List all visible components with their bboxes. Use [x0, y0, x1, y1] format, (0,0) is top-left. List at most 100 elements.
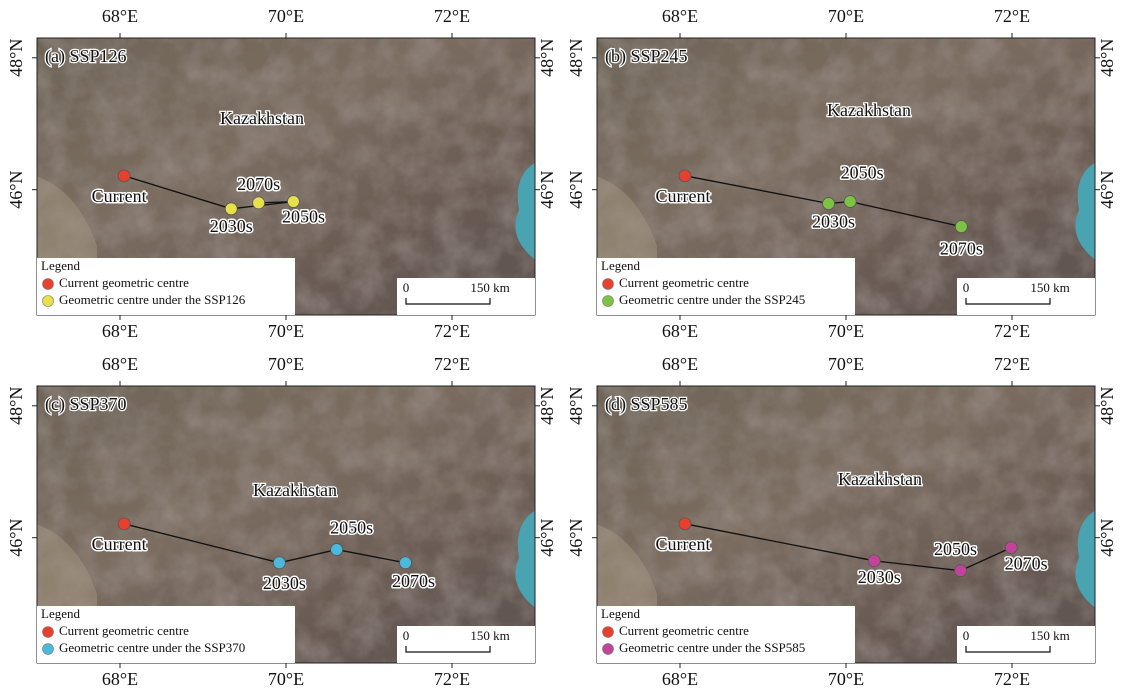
scale-end: 150 km [1030, 628, 1069, 643]
point-label: 2050s [934, 539, 977, 559]
scale-end: 150 km [470, 280, 509, 295]
point-label: 2030s [812, 212, 855, 232]
x-tick-label: 70°E [268, 669, 304, 689]
x-tick-label: 72°E [434, 321, 470, 341]
legend-title: Legend [41, 606, 80, 621]
x-tick-label: 70°E [828, 669, 864, 689]
legend-label: Current geometric centre [619, 275, 749, 290]
centre-point [955, 221, 967, 233]
centre-point [1005, 542, 1017, 554]
legend-label: Current geometric centre [619, 623, 749, 638]
scale-start: 0 [963, 628, 970, 643]
x-tick-label: 70°E [268, 354, 304, 374]
panel-title: (b) SSP245 [605, 46, 688, 67]
legend-label: Current geometric centre [59, 623, 189, 638]
legend-title: Legend [41, 258, 80, 273]
point-label: 2050s [841, 163, 884, 183]
legend-title: Legend [601, 606, 640, 621]
x-tick-label: 68°E [662, 321, 698, 341]
x-tick-label: 70°E [268, 6, 304, 26]
point-label: 2070s [940, 239, 983, 259]
y-tick-label: 46°N [537, 519, 557, 557]
centre-point [331, 544, 343, 556]
country-label: Kazakhstan [253, 480, 337, 500]
point-label: 2050s [330, 518, 373, 538]
legend-marker [43, 644, 54, 655]
x-tick-label: 68°E [662, 354, 698, 374]
legend-title: Legend [601, 258, 640, 273]
scale-end: 150 km [1030, 280, 1069, 295]
y-tick-label: 48°N [566, 39, 586, 77]
y-tick-label: 48°N [566, 387, 586, 425]
centre-point [823, 198, 835, 210]
point-label: 2030s [263, 573, 306, 593]
x-tick-label: 72°E [994, 354, 1030, 374]
legend-marker [43, 296, 54, 307]
scale-box [957, 626, 1095, 663]
y-tick-label: 48°N [1097, 39, 1117, 77]
legend-marker [603, 279, 614, 290]
point-label: 2070s [392, 571, 435, 591]
point-label: 2030s [858, 567, 901, 587]
scale-end: 150 km [470, 628, 509, 643]
point-label: Current [655, 186, 710, 206]
y-tick-label: 46°N [1097, 171, 1117, 209]
x-tick-label: 68°E [662, 669, 698, 689]
panel-title: (a) SSP126 [45, 46, 127, 67]
y-tick-label: 46°N [1097, 519, 1117, 557]
x-tick-label: 68°E [662, 6, 698, 26]
point-label: Current [92, 534, 147, 554]
scale-box [397, 278, 535, 315]
legend-marker [43, 279, 54, 290]
legend-marker [603, 627, 614, 638]
point-label: 2050s [282, 207, 325, 227]
x-tick-label: 72°E [434, 354, 470, 374]
panel-title: (d) SSP585 [605, 394, 688, 415]
legend-marker [603, 644, 614, 655]
map-panel: 68°E68°E70°E70°E72°E72°E46°N46°N48°N48°N… [566, 6, 1117, 341]
legend-label: Current geometric centre [59, 275, 189, 290]
centre-point [955, 565, 967, 577]
y-tick-label: 48°N [1097, 387, 1117, 425]
y-tick-label: 48°N [537, 387, 557, 425]
country-label: Kazakhstan [827, 100, 911, 120]
centre-point [679, 518, 691, 530]
y-tick-label: 46°N [6, 171, 26, 209]
centre-point [225, 203, 237, 215]
x-tick-label: 68°E [102, 6, 138, 26]
scale-box [957, 278, 1095, 315]
y-tick-label: 46°N [6, 519, 26, 557]
y-tick-label: 48°N [6, 39, 26, 77]
x-tick-label: 70°E [828, 6, 864, 26]
centre-point [273, 557, 285, 569]
country-label: Kazakhstan [220, 108, 304, 128]
x-tick-label: 72°E [994, 669, 1030, 689]
scale-start: 0 [963, 280, 970, 295]
x-tick-label: 72°E [434, 669, 470, 689]
x-tick-label: 72°E [994, 6, 1030, 26]
x-tick-label: 72°E [994, 321, 1030, 341]
legend-label: Geometric centre under the SSP126 [59, 292, 246, 307]
centre-point [118, 170, 130, 182]
scale-start: 0 [403, 280, 410, 295]
legend-marker [603, 296, 614, 307]
centre-point [118, 518, 130, 530]
y-tick-label: 46°N [566, 519, 586, 557]
legend-label: Geometric centre under the SSP245 [619, 292, 805, 307]
x-tick-label: 72°E [434, 6, 470, 26]
point-label: 2030s [210, 216, 253, 236]
country-label: Kazakhstan [838, 469, 922, 489]
y-tick-label: 48°N [537, 39, 557, 77]
y-tick-label: 48°N [6, 387, 26, 425]
x-tick-label: 68°E [102, 321, 138, 341]
centre-point [868, 555, 880, 567]
scale-start: 0 [403, 628, 410, 643]
centre-point [253, 197, 265, 209]
point-label: 2070s [1005, 554, 1048, 574]
point-label: Current [92, 186, 147, 206]
x-tick-label: 70°E [268, 321, 304, 341]
centre-point [679, 170, 691, 182]
legend-label: Geometric centre under the SSP370 [59, 640, 245, 655]
